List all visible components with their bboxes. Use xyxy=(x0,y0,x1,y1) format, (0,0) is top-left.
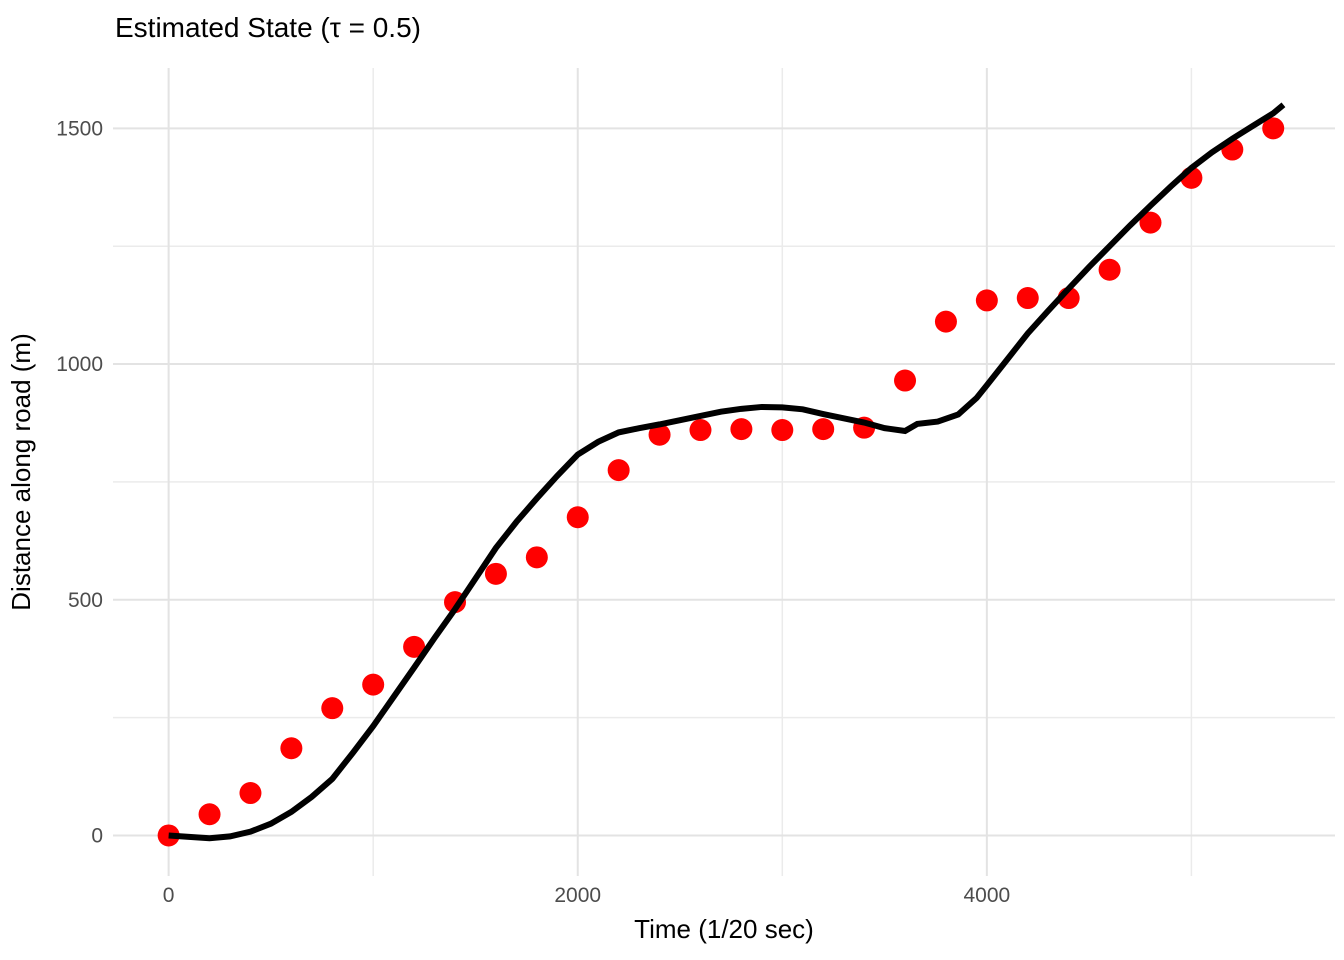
observation-point xyxy=(403,635,426,658)
observation-point xyxy=(198,803,221,826)
x-tick-labels: 0 2000 4000 xyxy=(163,884,1010,907)
y-axis-title: Distance along road (m) xyxy=(6,333,36,610)
chart-title: Estimated State (τ = 0.5) xyxy=(115,12,421,43)
observation-point xyxy=(812,418,835,441)
y-tick-label: 1000 xyxy=(56,353,103,376)
observation-point xyxy=(484,562,507,585)
x-tick-label: 2000 xyxy=(554,884,601,907)
major-gridlines xyxy=(113,68,1335,876)
y-tick-label: 1500 xyxy=(56,117,103,140)
x-tick-label: 4000 xyxy=(963,884,1010,907)
observation-point xyxy=(1016,287,1039,310)
observation-point xyxy=(689,419,712,442)
observation-point xyxy=(239,782,262,805)
observation-point xyxy=(566,506,589,529)
observation-point xyxy=(607,459,630,482)
y-tick-label: 500 xyxy=(68,589,103,612)
observation-point xyxy=(280,737,303,760)
observation-point xyxy=(934,310,957,333)
observation-point xyxy=(975,289,998,312)
estimated-state-series xyxy=(168,102,1286,842)
observation-point xyxy=(648,423,671,446)
x-tick-label: 0 xyxy=(163,884,175,907)
minor-gridlines xyxy=(113,68,1335,876)
observation-point xyxy=(525,546,548,569)
observation-point xyxy=(1262,117,1285,140)
observation-point xyxy=(771,419,794,442)
observation-point xyxy=(894,369,917,392)
observation-point xyxy=(1098,258,1121,281)
observations-series xyxy=(157,117,1285,847)
observation-point xyxy=(362,673,385,696)
observation-point xyxy=(1139,211,1162,234)
estimated-state-line xyxy=(168,102,1286,842)
y-tick-labels: 0 500 1000 1500 xyxy=(56,117,103,847)
y-tick-label: 0 xyxy=(91,824,103,847)
x-axis-title: Time (1/20 sec) xyxy=(634,914,814,944)
observation-point xyxy=(321,697,344,720)
observation-point xyxy=(730,418,753,441)
